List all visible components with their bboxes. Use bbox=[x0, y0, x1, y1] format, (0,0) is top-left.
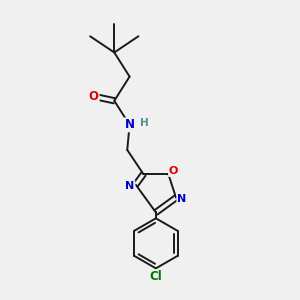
Text: N: N bbox=[177, 194, 187, 204]
Text: H: H bbox=[140, 118, 149, 128]
Text: N: N bbox=[124, 118, 135, 131]
Text: N: N bbox=[125, 181, 134, 191]
Text: O: O bbox=[89, 90, 99, 103]
Text: O: O bbox=[169, 166, 178, 176]
Text: Cl: Cl bbox=[149, 270, 162, 283]
